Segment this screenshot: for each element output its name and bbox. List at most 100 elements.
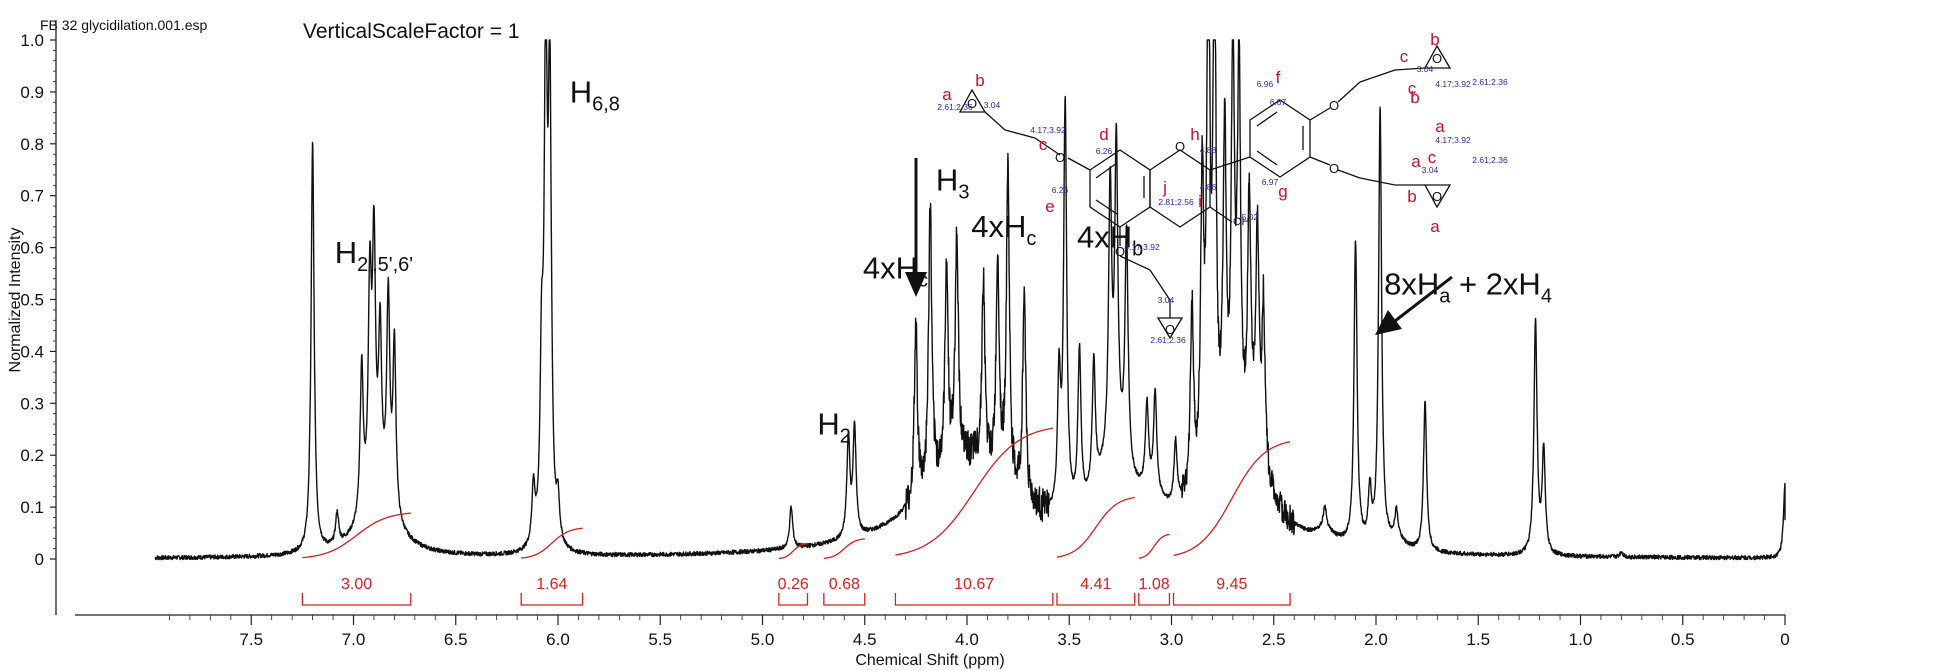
integral-value: 1.64 bbox=[536, 576, 567, 593]
y-tick-label: 0.1 bbox=[20, 498, 44, 517]
structure-letter: i bbox=[1198, 192, 1202, 211]
integral-brackets: 3.00 1.64 0.26 0.68 10.67 4.41 1.08 9.45 bbox=[301, 576, 1291, 606]
integral-curve bbox=[1173, 441, 1291, 557]
x-tick-label: 0.5 bbox=[1671, 630, 1695, 649]
file-label: FB 32 glycidilation.001.esp bbox=[40, 17, 208, 33]
x-tick-label: 5.5 bbox=[648, 630, 672, 649]
svg-text:O: O bbox=[1115, 244, 1125, 259]
x-axis-title: Chemical Shift (ppm) bbox=[855, 652, 1004, 669]
integral-bracket bbox=[1172, 593, 1291, 606]
integral-curve bbox=[521, 527, 583, 559]
x-tick-label: 3.0 bbox=[1160, 630, 1184, 649]
x-tick-label: 6.5 bbox=[444, 630, 468, 649]
svg-text:O: O bbox=[1329, 98, 1339, 113]
y-tick-label: 0.5 bbox=[20, 291, 44, 310]
structure-letter: h bbox=[1190, 125, 1199, 144]
structure-letter: b bbox=[1407, 187, 1416, 206]
x-tick-label: 4.5 bbox=[853, 630, 877, 649]
integral-value: 9.45 bbox=[1216, 576, 1247, 593]
integral-curve bbox=[1056, 496, 1135, 558]
x-ticks: 7.5 7.0 6.5 6.0 5.5 5.0 4.5 4.0 3.5 3.0 2.5 2.0 1.5 1… bbox=[169, 615, 1790, 649]
peak-annotation: H2',5',6' bbox=[335, 235, 413, 276]
y-tick-label: 0.3 bbox=[20, 394, 44, 413]
svg-text:O: O bbox=[1165, 322, 1175, 337]
integral-curve bbox=[1138, 533, 1170, 559]
scale-factor-label: VerticalScaleFactor = 1 bbox=[303, 20, 520, 43]
structure-shift-labels: 2.61;2.36 3.044.17;3.926.266.266.966.876.… bbox=[937, 64, 1508, 345]
structure-shift: 3.04 bbox=[1158, 295, 1175, 305]
svg-text:O: O bbox=[1055, 150, 1065, 165]
structure-letter: a bbox=[1411, 152, 1421, 171]
peak-annotation: H6,8 bbox=[570, 74, 620, 115]
x-tick-label: 5.0 bbox=[751, 630, 775, 649]
structure-shift: 2.81;2.56 bbox=[1158, 197, 1194, 207]
y-tick-label: 0.9 bbox=[20, 83, 44, 102]
peak-annotation: H2 bbox=[817, 406, 851, 447]
integral-bracket bbox=[520, 593, 584, 606]
structure-letter: b bbox=[975, 71, 984, 90]
integral-bracket bbox=[778, 593, 809, 606]
x-tick-label: 1.0 bbox=[1569, 630, 1593, 649]
integral-curve bbox=[302, 512, 411, 559]
svg-text:O: O bbox=[1432, 51, 1442, 66]
y-axis-title: Normalized Intensity bbox=[7, 228, 24, 373]
structure-shift: 6.26 bbox=[1096, 146, 1113, 156]
arrow-ha bbox=[1375, 275, 1453, 335]
y-tick-label: 0.6 bbox=[20, 239, 44, 258]
x-tick-label: 4.0 bbox=[955, 630, 979, 649]
integral-value: 10.67 bbox=[954, 576, 994, 593]
structure-letter: a bbox=[942, 85, 952, 104]
structure-letter: d bbox=[1099, 125, 1108, 144]
structure-letter: c bbox=[1428, 148, 1437, 167]
y-tick-label: 0.2 bbox=[20, 446, 44, 465]
epoxide-1 bbox=[958, 88, 987, 113]
peak-annotations: H2',5',6'H6,8H2H34xHc4xHc4xHb8xHa + 2xH4 bbox=[335, 74, 1552, 447]
integral-bracket bbox=[301, 593, 412, 606]
integral-bracket bbox=[1138, 593, 1171, 606]
structure-letter: c bbox=[1408, 79, 1417, 98]
structure-shift: 4.17;3.92 bbox=[1435, 79, 1471, 89]
x-tick-label: 0 bbox=[1780, 630, 1789, 649]
molecule-structure bbox=[958, 44, 1452, 340]
y-tick-label: 0.7 bbox=[20, 187, 44, 206]
x-tick-label: 2.5 bbox=[1262, 630, 1286, 649]
oxygen-labels: O O O O O O O O O bbox=[967, 51, 1442, 337]
peak-annotation: H3 bbox=[936, 163, 970, 204]
integral-curves bbox=[302, 427, 1291, 560]
integral-value: 4.41 bbox=[1080, 576, 1111, 593]
x-tick-label: 7.5 bbox=[239, 630, 263, 649]
structure-shift: 5.02 bbox=[1242, 212, 1259, 222]
svg-text:O: O bbox=[967, 96, 977, 111]
arrow-h3 bbox=[905, 158, 927, 297]
structure-shift: 4.17;3.92 bbox=[1030, 125, 1066, 135]
b-ring bbox=[1249, 99, 1311, 178]
structure-shift: 6.97 bbox=[1262, 177, 1279, 187]
spectrum-line bbox=[154, 39, 1786, 561]
structure-letter: c bbox=[1039, 135, 1048, 154]
structure-letter: e bbox=[1045, 197, 1054, 216]
svg-text:O: O bbox=[1432, 189, 1442, 204]
structure-shift: 4.86 bbox=[1200, 182, 1217, 192]
structure-shift: 3.04 bbox=[1417, 64, 1434, 74]
structure-shift: 2.61;2.36 bbox=[1150, 335, 1186, 345]
integral-value: 3.00 bbox=[341, 576, 372, 593]
structure-letter: c bbox=[1400, 47, 1409, 66]
integral-curve bbox=[823, 538, 865, 560]
y-tick-label: 1.0 bbox=[20, 31, 44, 50]
structure-shift: 2.61;2.36 bbox=[937, 102, 973, 112]
structure-shift: 2.61;2.36 bbox=[1472, 155, 1508, 165]
integral-bracket bbox=[823, 593, 866, 606]
x-tick-label: 3.5 bbox=[1057, 630, 1081, 649]
svg-text:O: O bbox=[1175, 139, 1185, 154]
y-ticks: 0 0.1 0.2 0.3 0.4 0.5 0.6 0.7 0.8 0.9 1.0 bbox=[20, 31, 56, 569]
structure-letter: a bbox=[1430, 217, 1440, 236]
x-tick-label: 2.0 bbox=[1364, 630, 1388, 649]
peak-annotation: 4xHb bbox=[1077, 220, 1143, 261]
epoxide-3 bbox=[1423, 44, 1452, 69]
integral-value: 0.68 bbox=[829, 576, 860, 593]
integral-curve bbox=[895, 427, 1054, 556]
structure-shift: 3.04 bbox=[1422, 165, 1439, 175]
peak-annotation: 8xHa + 2xH4 bbox=[1384, 266, 1552, 307]
